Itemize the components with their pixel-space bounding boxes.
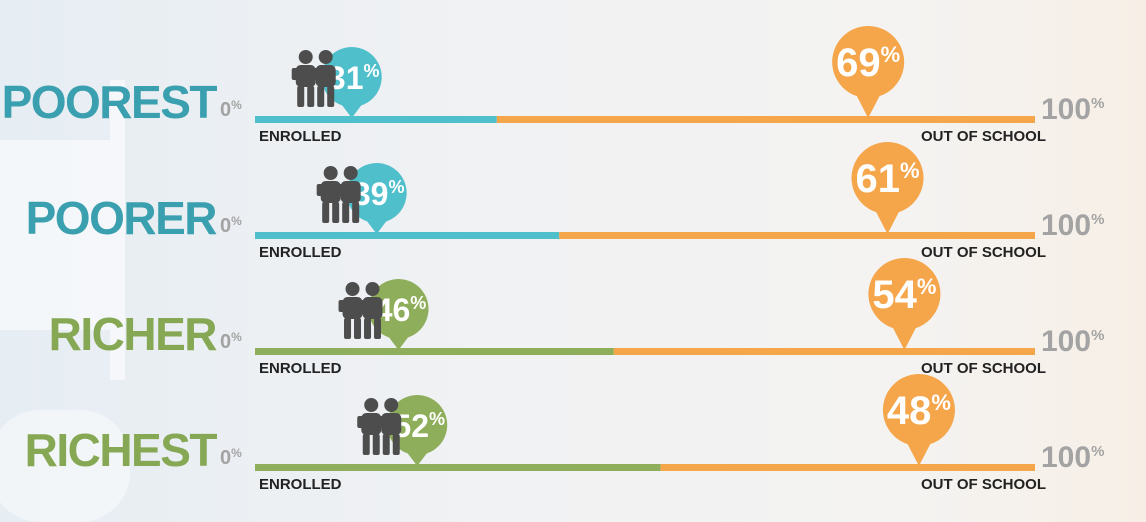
axis-end-label: 100%: [1041, 93, 1104, 126]
out-of-school-unit: %: [881, 42, 901, 67]
axis-start-label: 0%: [220, 98, 242, 121]
out-of-school-value-label: 54%: [872, 273, 936, 317]
enrolled-value-label: 52%: [393, 408, 445, 444]
enrolled-bubble: [387, 395, 448, 466]
enrolled-bubble: [346, 163, 407, 234]
out-of-school-bubble: [882, 373, 955, 466]
row-richer: RICHER 0% 100% ENROLLED OUT OF SCHOOL 46% 54%: [49, 258, 1104, 377]
axis-start-unit: %: [231, 446, 242, 460]
out-of-school-bubble: [868, 258, 941, 350]
enrolled-label: ENROLLED: [259, 244, 342, 261]
enrolled-unit: %: [429, 409, 445, 429]
out-of-school-bar: [559, 232, 1035, 239]
out-of-school-label: OUT OF SCHOOL: [921, 476, 1046, 493]
axis-end-unit: %: [1091, 443, 1104, 460]
enrolled-bar: [255, 348, 614, 355]
axis-end-label: 100%: [1041, 441, 1104, 474]
axis-start-label: 0%: [220, 446, 242, 469]
enrolled-bar: [255, 464, 661, 471]
enrolled-bar: [255, 116, 497, 123]
axis-start-unit: %: [231, 214, 242, 228]
out-of-school-label: OUT OF SCHOOL: [921, 244, 1046, 261]
enrolled-label: ENROLLED: [259, 128, 342, 145]
axis-end-unit: %: [1091, 211, 1104, 228]
enrolled-bubble: [321, 47, 382, 118]
children-icon: [338, 282, 383, 339]
category-label-poorer: POORER: [26, 192, 218, 244]
category-label-poorest: POOREST: [2, 76, 218, 128]
out-of-school-unit: %: [900, 158, 920, 183]
enrolled-unit: %: [364, 61, 380, 81]
axis-end-unit: %: [1091, 95, 1104, 112]
out-of-school-bubble: [851, 142, 924, 234]
out-of-school-bar: [660, 464, 1035, 471]
enrolled-unit: %: [410, 293, 426, 313]
enrolled-label: ENROLLED: [259, 360, 342, 377]
enrolled-label: ENROLLED: [259, 476, 342, 493]
axis-end-label: 100%: [1041, 325, 1104, 358]
enrolled-bubble: [368, 279, 429, 350]
children-icon: [316, 166, 361, 223]
out-of-school-unit: %: [931, 390, 951, 415]
axis-end-unit: %: [1091, 327, 1104, 344]
enrolled-bar: [255, 232, 560, 239]
out-of-school-unit: %: [917, 274, 937, 299]
out-of-school-label: OUT OF SCHOOL: [921, 128, 1046, 145]
axis-end-label: 100%: [1041, 209, 1104, 242]
category-label-richest: RICHEST: [25, 424, 218, 476]
out-of-school-bubble: [832, 26, 905, 118]
axis-start-label: 0%: [220, 330, 242, 353]
enrolled-unit: %: [388, 177, 404, 197]
out-of-school-label: OUT OF SCHOOL: [921, 360, 1046, 377]
out-of-school-value-label: 69%: [836, 41, 900, 85]
out-of-school-bar: [613, 348, 1035, 355]
out-of-school-bar: [496, 116, 1035, 123]
children-icon: [291, 50, 336, 107]
axis-start-label: 0%: [220, 214, 242, 237]
axis-start-unit: %: [231, 98, 242, 112]
children-icon: [357, 398, 402, 455]
enrolled-value-label: 46%: [375, 292, 427, 328]
category-label-richer: RICHER: [49, 308, 218, 360]
axis-start-unit: %: [231, 330, 242, 344]
